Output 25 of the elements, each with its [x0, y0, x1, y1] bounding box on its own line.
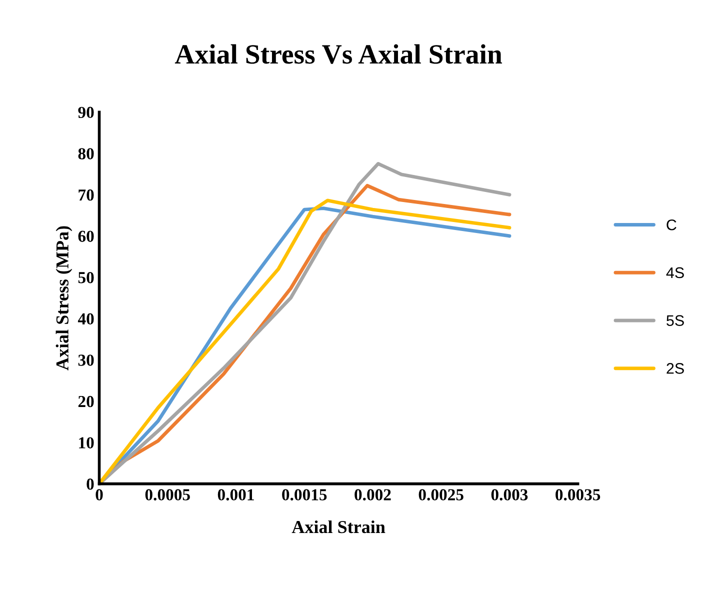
y-axis-title: Axial Stress (MPa) — [56, 226, 72, 370]
y-tick-label: 50 — [78, 272, 94, 284]
chart-title: Axial Stress Vs Axial Strain — [174, 44, 502, 64]
x-tick-label: 0.0025 — [418, 489, 464, 500]
y-tick-label: 40 — [78, 313, 94, 325]
y-tick-label: 10 — [79, 437, 94, 448]
y-tick-label: 70 — [78, 189, 94, 201]
x-tick-label: 0.0005 — [145, 489, 190, 500]
legend-label: 2S — [666, 363, 684, 374]
y-tick-label: 0 — [86, 478, 94, 490]
y-tick-label: 90 — [78, 106, 94, 118]
x-axis-title: Axial Strain — [292, 520, 386, 534]
y-tick-label: 60 — [78, 230, 94, 242]
x-tick-label: 0 — [96, 489, 103, 500]
legend-label: 5S — [666, 315, 684, 326]
x-tick-label: 0.002 — [354, 489, 391, 500]
x-tick-label: 0.001 — [218, 489, 254, 500]
legend-label: C — [666, 219, 676, 230]
y-tick-label: 80 — [78, 148, 94, 160]
x-tick-label: 0.0015 — [282, 489, 327, 500]
legend-label: 4S — [666, 267, 684, 278]
y-tick-label: 30 — [78, 354, 94, 366]
y-tick-label: 20 — [78, 396, 94, 408]
x-tick-label: 0.003 — [491, 489, 528, 500]
x-tick-label: 0.0035 — [556, 489, 600, 500]
